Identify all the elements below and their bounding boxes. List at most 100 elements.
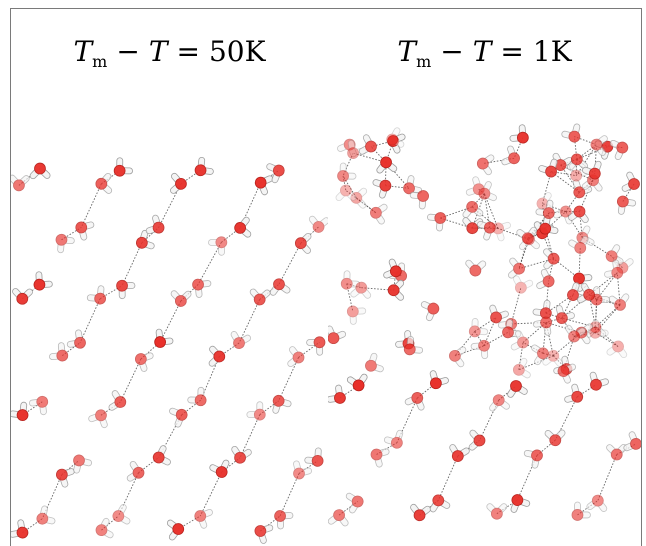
water-molecule	[370, 448, 390, 468]
water-molecule	[468, 318, 489, 338]
water-molecule	[508, 257, 525, 279]
hydrogen-bond	[440, 206, 473, 219]
hydrogen-bond	[563, 336, 575, 372]
water-molecule	[304, 447, 324, 467]
hydrogen-bond	[545, 322, 554, 356]
water-molecule	[335, 184, 357, 202]
water-molecule	[585, 321, 607, 338]
water-molecule	[254, 524, 274, 544]
water-molecule	[12, 288, 33, 305]
water-molecule	[11, 174, 30, 192]
water-molecule	[501, 145, 520, 166]
water-molecule	[387, 279, 405, 301]
water-molecule	[108, 390, 127, 411]
water-molecule	[468, 429, 486, 451]
water-molecule	[145, 214, 165, 235]
water-molecule	[294, 232, 312, 254]
water-molecule	[465, 259, 487, 277]
hydrogen-bond	[278, 242, 302, 285]
hydrogen-bond	[278, 357, 299, 402]
water-molecule	[345, 492, 364, 514]
water-molecule	[308, 215, 328, 233]
water-molecule	[462, 200, 484, 219]
water-molecule	[55, 468, 75, 488]
water-molecule	[404, 392, 425, 411]
water-molecule	[536, 268, 555, 290]
water-molecule	[567, 153, 588, 171]
hydrogen-bond	[79, 298, 101, 343]
water-molecule	[209, 459, 230, 478]
label-value: 50K	[208, 35, 266, 68]
water-molecule	[531, 344, 549, 366]
label-subscript: m	[416, 52, 432, 71]
hydrogen-bond	[474, 317, 497, 332]
water-molecule	[328, 509, 349, 527]
water-molecule	[194, 509, 213, 529]
water-molecule	[249, 288, 271, 306]
hydrogen-bond	[159, 300, 182, 343]
water-molecule	[544, 429, 566, 447]
water-molecule	[116, 279, 136, 300]
water-molecule	[606, 340, 628, 359]
water-molecule	[449, 444, 470, 462]
hydrogen-bond	[437, 455, 459, 501]
water-molecule	[465, 176, 485, 196]
hydrogen-bond	[597, 454, 618, 501]
water-molecule	[489, 394, 510, 412]
water-molecule	[126, 460, 145, 482]
water-molecule	[571, 501, 591, 521]
water-molecule	[403, 336, 424, 356]
water-molecule	[272, 394, 292, 414]
hydrogen-bond	[352, 152, 387, 163]
label-value: 1K	[532, 35, 572, 68]
water-molecule	[512, 275, 534, 294]
water-molecule	[621, 171, 640, 192]
water-molecule	[523, 449, 543, 469]
water-molecule	[194, 156, 214, 177]
water-molecule	[231, 445, 252, 464]
water-molecule	[403, 175, 423, 195]
hydrogen-bond	[497, 227, 530, 240]
water-molecule	[11, 401, 29, 421]
hydrogen-bond	[239, 414, 261, 458]
hydrogen-bond	[440, 217, 473, 229]
water-molecule	[230, 331, 252, 349]
water-molecule	[86, 285, 107, 305]
water-molecule	[532, 316, 552, 336]
water-molecule	[187, 386, 207, 407]
water-molecule	[429, 494, 451, 513]
water-molecule	[346, 373, 368, 392]
water-molecule	[346, 305, 367, 325]
water-molecule	[410, 503, 431, 522]
water-molecule	[609, 139, 629, 161]
label-operator: −	[440, 35, 464, 68]
label-symbol: T	[73, 35, 93, 68]
label-equals: =	[500, 35, 524, 68]
water-molecule	[328, 384, 346, 404]
hydrogen-bond	[542, 171, 552, 204]
water-molecule	[88, 409, 108, 429]
water-molecule	[306, 336, 326, 356]
water-molecule	[542, 349, 564, 367]
label-symbol-2: T	[472, 35, 492, 68]
water-molecule	[29, 162, 51, 180]
water-molecule	[152, 445, 171, 466]
water-molecule	[113, 157, 133, 177]
water-molecule	[429, 370, 449, 390]
water-molecule	[478, 181, 497, 202]
water-molecule	[370, 203, 388, 225]
hydrogen-bond	[342, 175, 347, 191]
water-molecule	[449, 346, 467, 368]
water-molecule	[340, 270, 361, 290]
panel-tm-minus-t-1k: Tm − T = 1K	[328, 8, 642, 546]
water-molecule	[577, 282, 596, 304]
hydrogen-bond	[471, 206, 499, 229]
water-molecule	[350, 281, 372, 299]
water-molecule	[489, 304, 509, 324]
water-molecule	[274, 510, 294, 530]
hydrogen-bond	[121, 242, 143, 286]
water-molecule	[95, 172, 113, 194]
water-molecule	[33, 271, 53, 291]
water-molecule	[170, 290, 192, 307]
water-molecule	[569, 162, 589, 182]
